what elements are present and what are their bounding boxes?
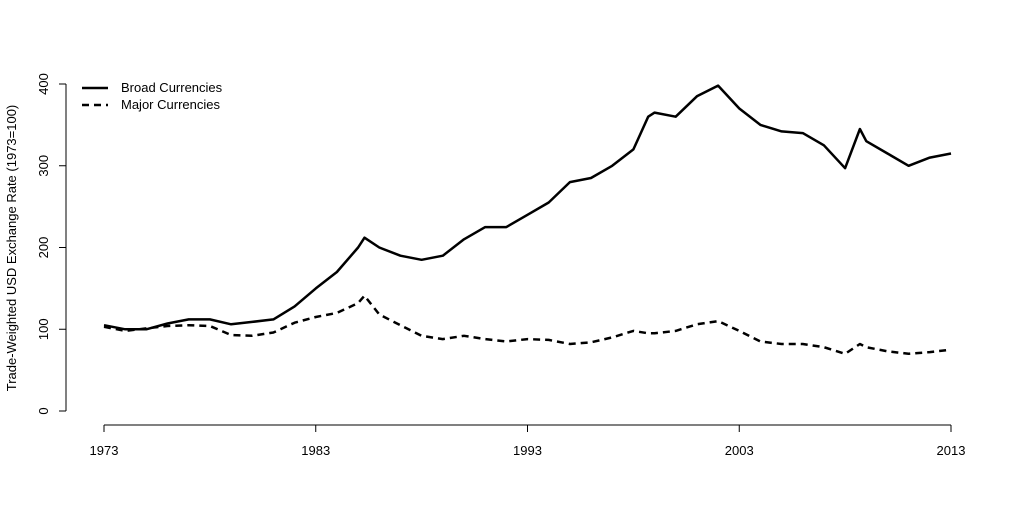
series-line (103, 84, 952, 331)
legend-label: Major Currencies (121, 97, 220, 112)
y-tick-label: 100 (36, 318, 51, 340)
x-tick-label: 2003 (725, 443, 754, 458)
y-axis-label: Trade-Weighted USD Exchange Rate (1973=1… (4, 105, 19, 392)
y-tick-label: 400 (36, 73, 51, 95)
x-tick-label: 1973 (90, 443, 119, 458)
legend-label: Broad Currencies (121, 80, 223, 95)
y-tick-label: 200 (36, 237, 51, 259)
y-tick-label: 0 (36, 407, 51, 414)
x-tick-label: 2013 (937, 443, 966, 458)
x-tick-label: 1983 (301, 443, 330, 458)
series-line (103, 294, 952, 356)
x-tick-label: 1993 (513, 443, 542, 458)
y-tick-label: 300 (36, 155, 51, 177)
